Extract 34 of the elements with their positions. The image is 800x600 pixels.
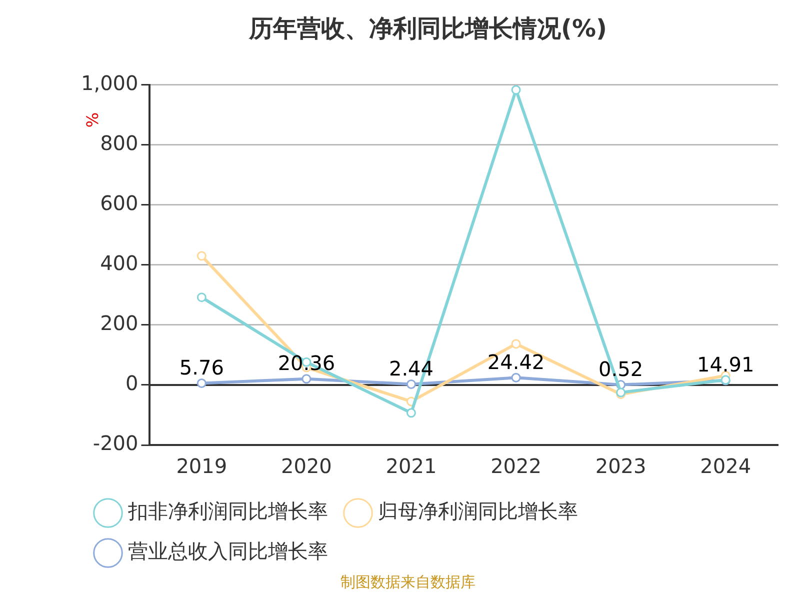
x-tick-label: 2020 <box>280 454 332 478</box>
y-tick-label: 0 <box>126 371 138 396</box>
point <box>302 374 312 384</box>
point <box>511 85 521 95</box>
point <box>511 339 521 349</box>
data-label: 0.52 <box>598 357 644 382</box>
x-tick-label: 2019 <box>176 454 228 478</box>
point <box>196 251 206 261</box>
y-tick-label: 800 <box>100 131 138 156</box>
y-tick-label: -200 <box>92 431 138 456</box>
x-tick-label: 2022 <box>490 454 542 478</box>
legend-label: 扣非净利润同比增长率 <box>127 499 328 524</box>
x-tick-label: 2024 <box>700 454 752 478</box>
y-tick-label: 600 <box>100 191 138 216</box>
data-label: 20.36 <box>278 351 336 376</box>
point <box>406 379 416 389</box>
data-label: 5.76 <box>179 355 224 380</box>
x-tick-label: 2023 <box>595 454 646 478</box>
legend-label: 归母净利润同比增长率 <box>378 499 578 524</box>
chart-title: 历年营收、净利同比增长情况(%) <box>248 14 607 43</box>
point <box>511 372 521 382</box>
data-label: 14.91 <box>696 352 754 377</box>
point <box>196 292 206 302</box>
y-tick-label: 400 <box>100 251 138 276</box>
y-tick-label: 1,000 <box>80 71 138 96</box>
x-tick-label: 2021 <box>386 454 437 478</box>
point <box>406 408 416 418</box>
point <box>196 378 206 388</box>
text: 制图数据来自数据库 <box>340 573 476 592</box>
data-label: 2.44 <box>388 356 434 380</box>
legend-label: 营业总收入同比增长率 <box>128 539 328 564</box>
data-label: 24.42 <box>487 350 545 374</box>
y-tick-label: 200 <box>100 311 138 336</box>
y-axis-title: % <box>83 112 102 128</box>
